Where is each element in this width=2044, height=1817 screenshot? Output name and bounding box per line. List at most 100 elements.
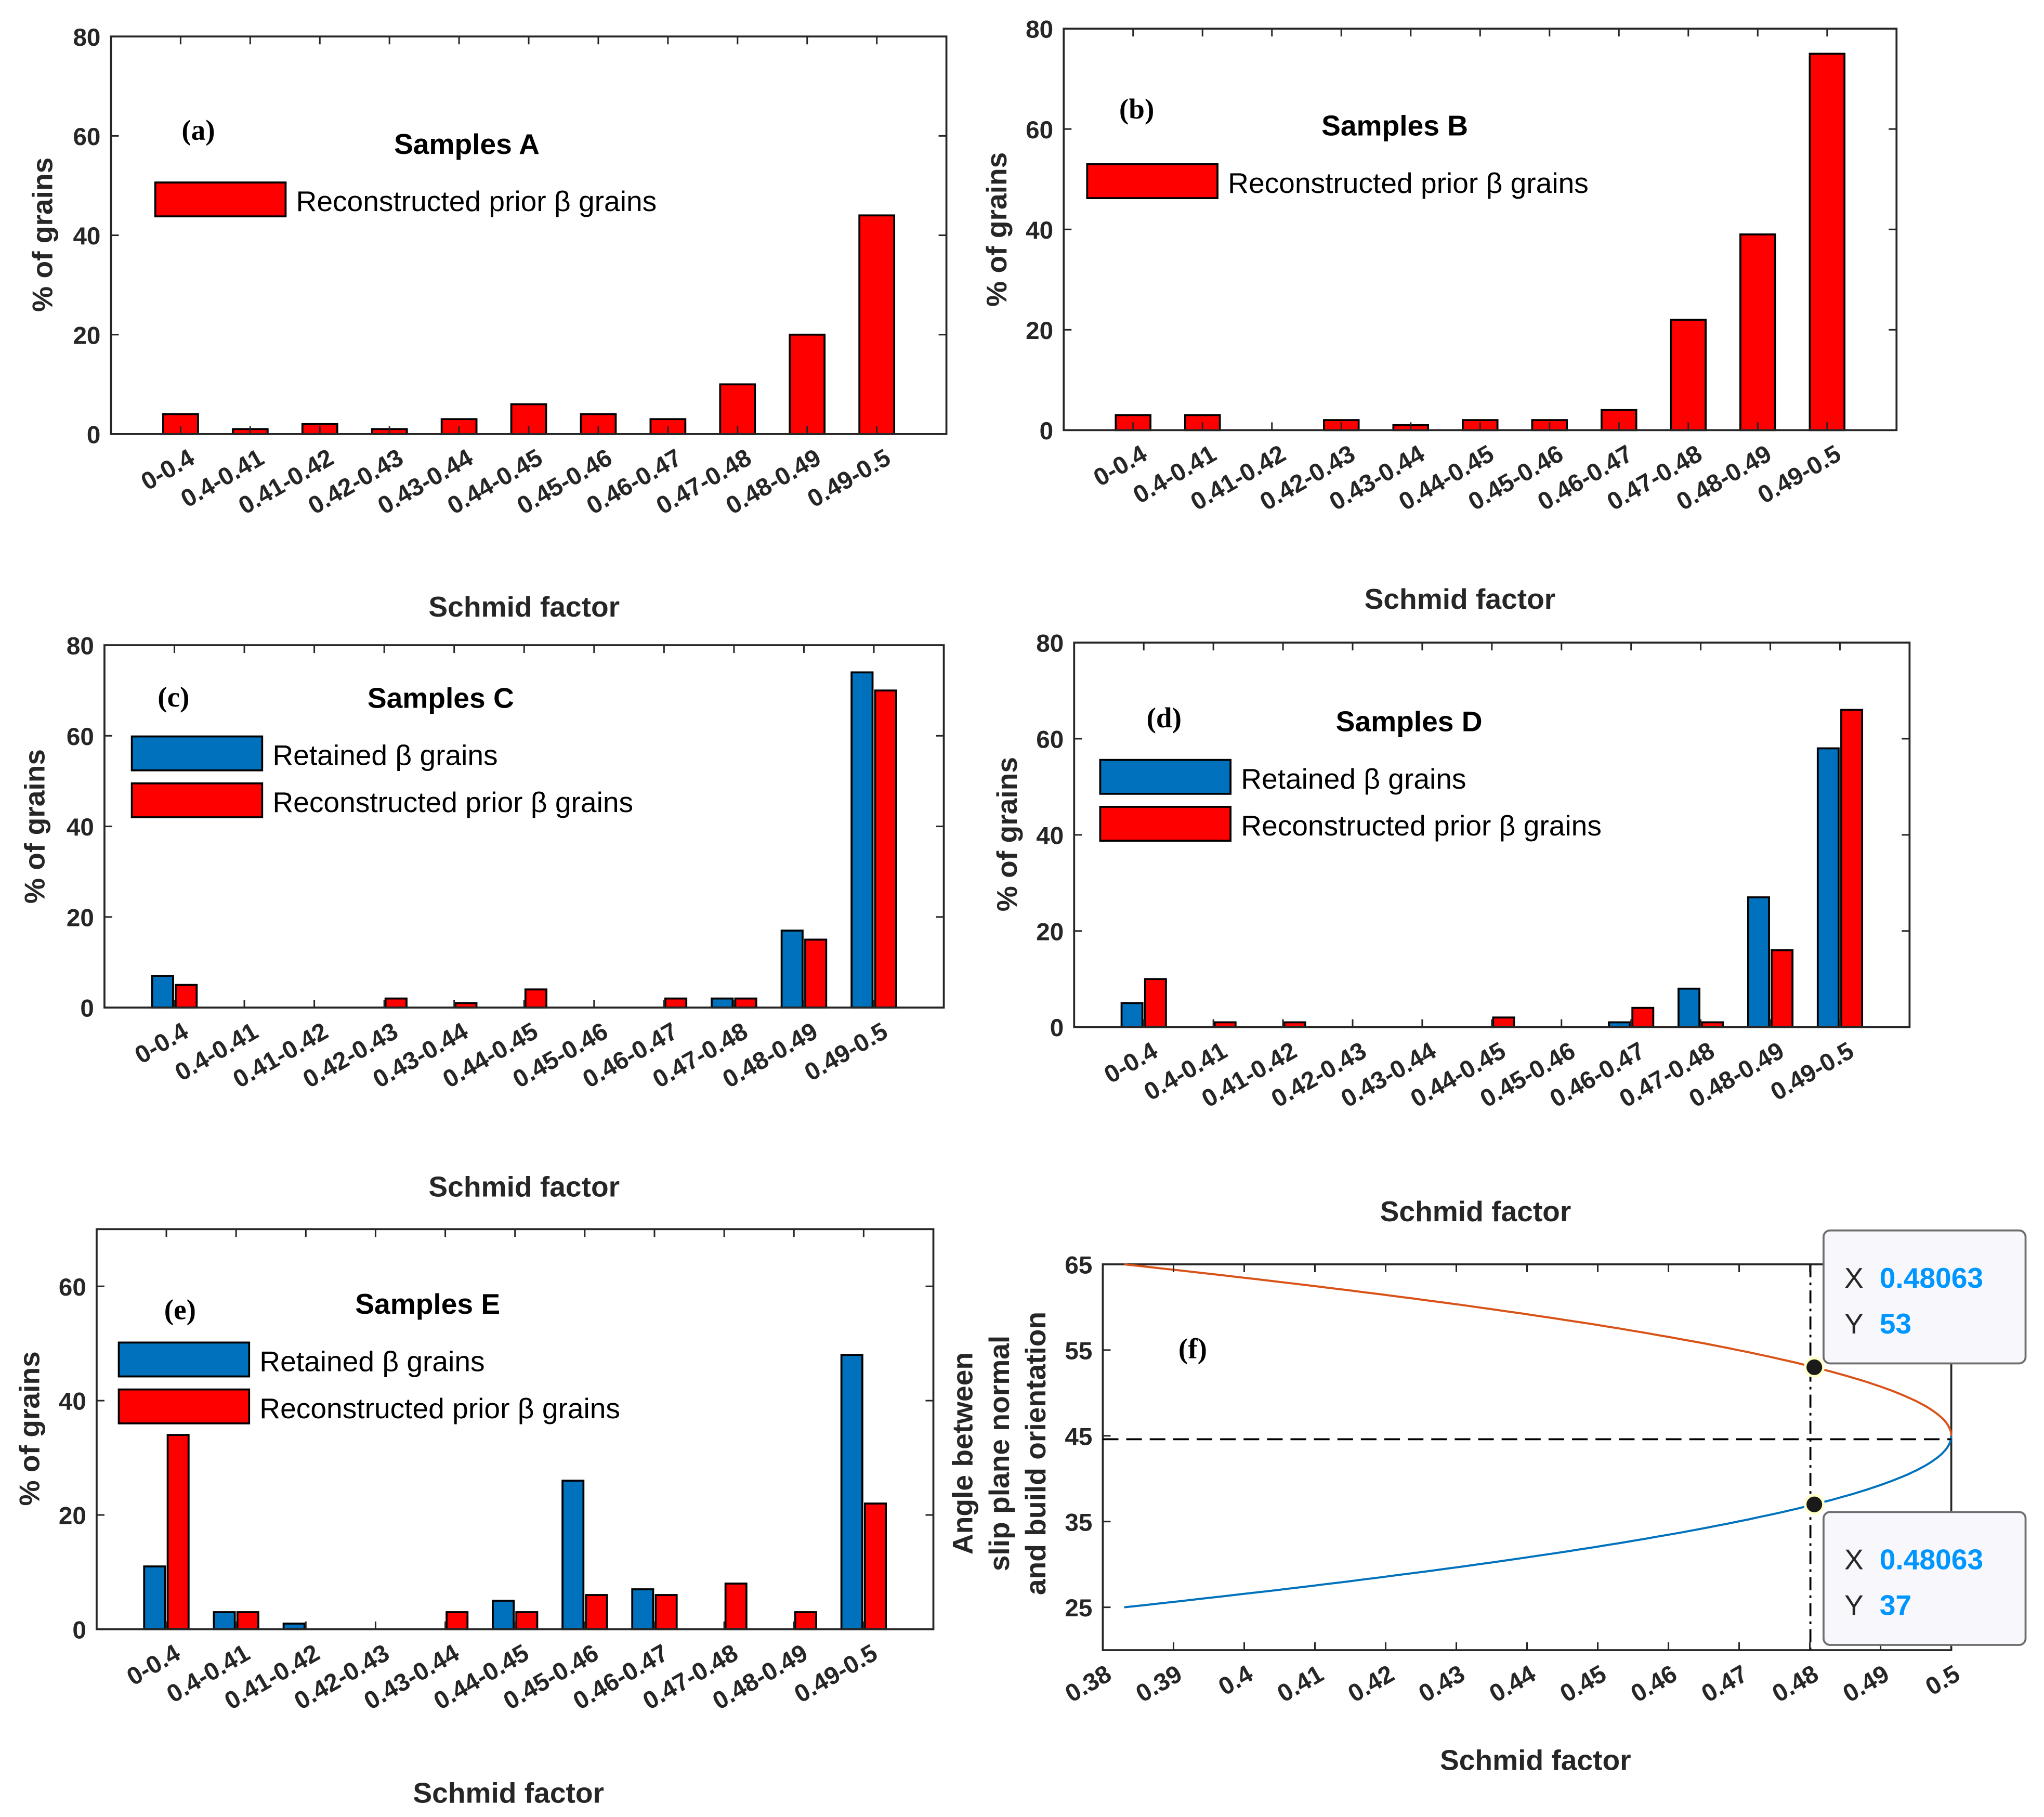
datatip[interactable]: X 0.48063 Y 53 bbox=[1823, 1229, 2027, 1365]
y-tick-label: 40 bbox=[73, 223, 100, 250]
y-tick-label: 0 bbox=[1050, 1014, 1064, 1042]
y-axis-label: and build orientation bbox=[1019, 1312, 1052, 1595]
bar bbox=[711, 997, 734, 1009]
y-tick-label: 55 bbox=[1065, 1337, 1092, 1365]
x-tick-label: 0.44 bbox=[1485, 1660, 1540, 1708]
bar bbox=[874, 689, 897, 1009]
legend-swatch bbox=[154, 181, 287, 218]
bar bbox=[1492, 1016, 1515, 1028]
datatip-x-key: X bbox=[1844, 1544, 1864, 1576]
y-tick-label: 60 bbox=[59, 1274, 86, 1301]
bar bbox=[166, 1434, 190, 1630]
datatip-marker[interactable] bbox=[1804, 1356, 1825, 1378]
datatip-x-value: 0.48063 bbox=[1880, 1544, 1983, 1576]
bar bbox=[1771, 949, 1794, 1028]
y-tick-label: 20 bbox=[1036, 918, 1064, 946]
y-tick-label: 80 bbox=[67, 633, 94, 660]
y-tick-label: 40 bbox=[1026, 217, 1053, 244]
panel-label: (c) bbox=[158, 681, 189, 713]
y-axis-label: % of grains bbox=[980, 152, 1013, 307]
y-tick-label: 35 bbox=[1065, 1509, 1092, 1536]
bar bbox=[864, 1502, 887, 1630]
chart-panel-d: 0-0.40.4-0.410.41-0.420.42-0.430.43-0.44… bbox=[991, 630, 1911, 1227]
legend-swatch bbox=[117, 1341, 251, 1378]
plot-box bbox=[96, 1228, 935, 1630]
bar bbox=[515, 1611, 539, 1630]
y-tick-label: 65 bbox=[1065, 1252, 1092, 1279]
bar bbox=[213, 1611, 236, 1630]
chart-panel-a: 0-0.40.4-0.410.41-0.420.42-0.430.43-0.44… bbox=[27, 24, 948, 623]
curve-lower bbox=[1124, 1435, 1953, 1609]
bar bbox=[585, 1594, 608, 1630]
y-tick-label: 40 bbox=[67, 814, 94, 841]
panel-label: (b) bbox=[1119, 93, 1154, 125]
y-axis-label: % of grains bbox=[27, 158, 59, 312]
datatip[interactable]: X 0.48063 Y 37 bbox=[1823, 1511, 2027, 1646]
y-tick-label: 80 bbox=[1026, 16, 1053, 44]
bar bbox=[840, 1354, 863, 1630]
bar bbox=[631, 1588, 654, 1630]
panel-label: (a) bbox=[181, 114, 215, 146]
bar bbox=[1670, 319, 1707, 432]
legend-label: Reconstructed prior β grains bbox=[259, 1392, 620, 1424]
datatip-y-key: Y bbox=[1844, 1589, 1864, 1621]
x-tick-label: 0.48 bbox=[1767, 1660, 1823, 1708]
bar bbox=[384, 997, 408, 1009]
y-axis-label: Angle between bbox=[947, 1352, 979, 1554]
legend-swatch bbox=[130, 735, 264, 772]
bar bbox=[858, 214, 896, 435]
bar bbox=[1840, 709, 1864, 1028]
panel-label: (d) bbox=[1147, 702, 1182, 734]
chart-title: Samples D bbox=[1336, 705, 1483, 738]
legend-label: Reconstructed prior β grains bbox=[272, 786, 633, 818]
datatip-box bbox=[1823, 1511, 2027, 1646]
y-tick-label: 60 bbox=[73, 123, 100, 151]
bar bbox=[654, 1594, 678, 1630]
x-axis-label: Schmid factor bbox=[1380, 1195, 1571, 1227]
bar bbox=[1747, 896, 1770, 1028]
x-tick-label: 0.46 bbox=[1626, 1660, 1682, 1708]
y-tick-label: 20 bbox=[73, 322, 100, 349]
y-tick-label: 20 bbox=[1026, 317, 1053, 345]
legend-label: Retained β grains bbox=[272, 739, 497, 772]
bar bbox=[492, 1600, 515, 1630]
datatip-marker[interactable] bbox=[1804, 1494, 1825, 1515]
y-axis-label: slip plane normal bbox=[983, 1336, 1015, 1571]
panel-label: (f) bbox=[1178, 1332, 1207, 1364]
y-tick-label: 20 bbox=[67, 904, 94, 932]
bar bbox=[780, 930, 804, 1009]
legend-label: Reconstructed prior β grains bbox=[1241, 809, 1602, 842]
chart-panel-f: 0.38 0.39 0.4 0.41 0.42 0.43 0.44 0.45 0.46 0.47 0… bbox=[947, 1229, 2027, 1776]
x-tick-label: 0.43 bbox=[1414, 1660, 1470, 1708]
chart-panel-c: 0-0.40.4-0.410.41-0.420.42-0.430.43-0.44… bbox=[19, 633, 945, 1203]
y-axis-label: % of grains bbox=[14, 1351, 46, 1506]
x-tick-label: 0.49 bbox=[1838, 1660, 1894, 1708]
datatip-box bbox=[1823, 1229, 2027, 1365]
x-tick-label: 0.45 bbox=[1555, 1660, 1611, 1708]
bar bbox=[151, 975, 174, 1009]
bar bbox=[794, 1611, 817, 1630]
x-axis-label: Schmid factor bbox=[413, 1776, 604, 1809]
legend-label: Reconstructed prior β grains bbox=[296, 185, 657, 217]
y-tick-label: 0 bbox=[1040, 417, 1053, 445]
bar bbox=[804, 938, 828, 1009]
x-tick-label: 0.47 bbox=[1697, 1660, 1752, 1708]
bar bbox=[236, 1611, 259, 1630]
datatip-y-value: 53 bbox=[1880, 1308, 1911, 1340]
y-tick-label: 60 bbox=[67, 723, 94, 751]
x-axis-label: Schmid factor bbox=[1365, 583, 1556, 615]
x-tick-label: 0.4 bbox=[1214, 1660, 1257, 1701]
y-tick-label: 20 bbox=[59, 1502, 86, 1530]
y-tick-label: 25 bbox=[1065, 1594, 1092, 1622]
bar bbox=[1144, 978, 1167, 1028]
bar bbox=[734, 997, 757, 1009]
bar bbox=[524, 988, 548, 1009]
bar bbox=[143, 1565, 166, 1630]
y-tick-label: 60 bbox=[1026, 116, 1053, 144]
chart-title: Samples E bbox=[355, 1288, 500, 1320]
bar bbox=[1739, 233, 1776, 432]
bar bbox=[561, 1480, 585, 1630]
bar bbox=[446, 1611, 469, 1630]
x-tick-label: 0.42 bbox=[1343, 1660, 1399, 1708]
